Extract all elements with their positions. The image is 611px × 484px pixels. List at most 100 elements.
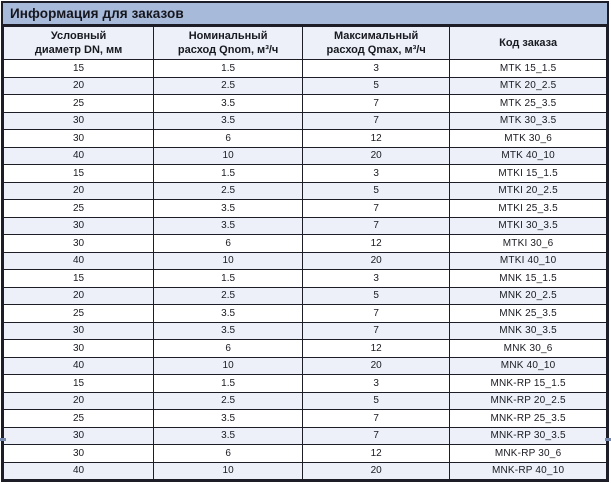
table-row: 15 1.5 3 MNK-RP 15_1.5 <box>2 374 607 393</box>
cell-code: MNK 30_6 <box>449 339 607 358</box>
cell-qnom: 6 <box>153 234 304 253</box>
cell-dn: 20 <box>2 286 155 305</box>
cell-dn: 20 <box>2 181 155 200</box>
header-row: Условный диаметр DN, мм Номинальный расх… <box>2 26 607 60</box>
cell-qnom: 1.5 <box>153 59 304 78</box>
table-row: 20 2.5 5 MNK-RP 20_2.5 <box>2 391 607 410</box>
table-row: 15 1.5 3 MTKI 15_1.5 <box>2 164 607 183</box>
table-row: 40 10 20 MNK-RP 40_10 <box>2 461 607 480</box>
cell-code: MTKI 15_1.5 <box>449 164 607 183</box>
cell-dn: 25 <box>2 94 155 113</box>
cell-dn: 15 <box>2 269 155 288</box>
cell-code: MNK-RP 40_10 <box>449 461 607 480</box>
cell-qmax: 7 <box>302 321 451 340</box>
cell-qmax: 3 <box>302 374 451 393</box>
cell-qmax: 7 <box>302 216 451 235</box>
cell-code: MNK-RP 20_2.5 <box>449 391 607 410</box>
cell-code: MNK-RP 30_6 <box>449 444 607 463</box>
cell-code: MNK 25_3.5 <box>449 304 607 323</box>
cell-qmax: 5 <box>302 181 451 200</box>
cell-dn: 15 <box>2 164 155 183</box>
cell-qmax: 7 <box>302 199 451 218</box>
cell-qmax: 3 <box>302 59 451 78</box>
cell-qnom: 6 <box>153 444 304 463</box>
cell-code: MNK-RP 25_3.5 <box>449 409 607 428</box>
cell-code: MTK 40_10 <box>449 146 607 165</box>
cell-qnom: 3.5 <box>153 304 304 323</box>
table-row: 30 6 12 MNK-RP 30_6 <box>2 444 607 463</box>
cell-qmax: 7 <box>302 409 451 428</box>
cell-code: MTKI 40_10 <box>449 251 607 270</box>
cell-qnom: 3.5 <box>153 321 304 340</box>
cell-code: MNK 15_1.5 <box>449 269 607 288</box>
cell-dn: 30 <box>2 321 155 340</box>
cell-dn: 30 <box>2 444 155 463</box>
order-table: Условный диаметр DN, мм Номинальный расх… <box>2 26 607 480</box>
cell-code: MTK 15_1.5 <box>449 59 607 78</box>
cell-qmax: 3 <box>302 164 451 183</box>
cell-code: MNK-RP 30_3.5 <box>449 426 607 445</box>
cell-qnom: 3.5 <box>153 111 304 130</box>
cell-dn: 20 <box>2 76 155 95</box>
cell-qmax: 20 <box>302 461 451 480</box>
cell-dn: 15 <box>2 59 155 78</box>
cell-qmax: 20 <box>302 146 451 165</box>
table-row: 30 3.5 7 MNK 30_3.5 <box>2 321 607 340</box>
cell-qnom: 6 <box>153 339 304 358</box>
cell-qnom: 1.5 <box>153 164 304 183</box>
cell-qnom: 2.5 <box>153 181 304 200</box>
cell-dn: 30 <box>2 339 155 358</box>
cell-dn: 30 <box>2 216 155 235</box>
cell-dn: 30 <box>2 426 155 445</box>
cell-dn: 30 <box>2 234 155 253</box>
table-row: 30 6 12 MNK 30_6 <box>2 339 607 358</box>
table-row: 30 3.5 7 MNK-RP 30_3.5 <box>2 426 607 445</box>
cell-qmax: 7 <box>302 94 451 113</box>
cell-dn: 20 <box>2 391 155 410</box>
table-row: 30 3.5 7 MTKI 30_3.5 <box>2 216 607 235</box>
cell-dn: 40 <box>2 251 155 270</box>
cell-qmax: 12 <box>302 234 451 253</box>
table-row: 30 6 12 MTKI 30_6 <box>2 234 607 253</box>
table-row: 25 3.5 7 MTKI 25_3.5 <box>2 199 607 218</box>
table-body: 15 1.5 3 MTK 15_1.5 20 2.5 5 MTK 20_2.5 25 3.5 7 MT… <box>2 59 607 480</box>
cell-code: MNK 30_3.5 <box>449 321 607 340</box>
cell-code: MNK 20_2.5 <box>449 286 607 305</box>
cell-qnom: 2.5 <box>153 76 304 95</box>
page-break-tick-right <box>605 438 611 441</box>
page-break-tick-left <box>0 438 6 441</box>
table-title: Информация для заказов <box>10 6 184 21</box>
cell-qnom: 1.5 <box>153 269 304 288</box>
cell-qnom: 10 <box>153 146 304 165</box>
cell-qmax: 7 <box>302 111 451 130</box>
table-row: 40 10 20 MTKI 40_10 <box>2 251 607 270</box>
cell-qnom: 2.5 <box>153 286 304 305</box>
cell-qmax: 12 <box>302 339 451 358</box>
cell-qmax: 7 <box>302 426 451 445</box>
cell-code: MTK 30_6 <box>449 129 607 148</box>
col-header-qmax: Максимальный расход Qmax, м³/ч <box>302 26 451 60</box>
cell-qmax: 20 <box>302 251 451 270</box>
cell-qnom: 3.5 <box>153 409 304 428</box>
cell-qnom: 10 <box>153 461 304 480</box>
cell-qmax: 5 <box>302 76 451 95</box>
cell-qnom: 3.5 <box>153 199 304 218</box>
cell-code: MTKI 30_6 <box>449 234 607 253</box>
cell-code: MTK 20_2.5 <box>449 76 607 95</box>
cell-code: MTKI 20_2.5 <box>449 181 607 200</box>
table-title-bar: Информация для заказов <box>3 3 607 26</box>
cell-dn: 15 <box>2 374 155 393</box>
cell-dn: 25 <box>2 199 155 218</box>
table-row: 15 1.5 3 MNK 15_1.5 <box>2 269 607 288</box>
col-header-qnom: Номинальный расход Qnom, м³/ч <box>153 26 304 60</box>
table-row: 20 2.5 5 MTKI 20_2.5 <box>2 181 607 200</box>
cell-dn: 40 <box>2 356 155 375</box>
cell-code: MNK-RP 15_1.5 <box>449 374 607 393</box>
cell-dn: 25 <box>2 409 155 428</box>
table-row: 30 3.5 7 MTK 30_3.5 <box>2 111 607 130</box>
cell-code: MTKI 30_3.5 <box>449 216 607 235</box>
cell-qmax: 5 <box>302 391 451 410</box>
cell-dn: 40 <box>2 461 155 480</box>
